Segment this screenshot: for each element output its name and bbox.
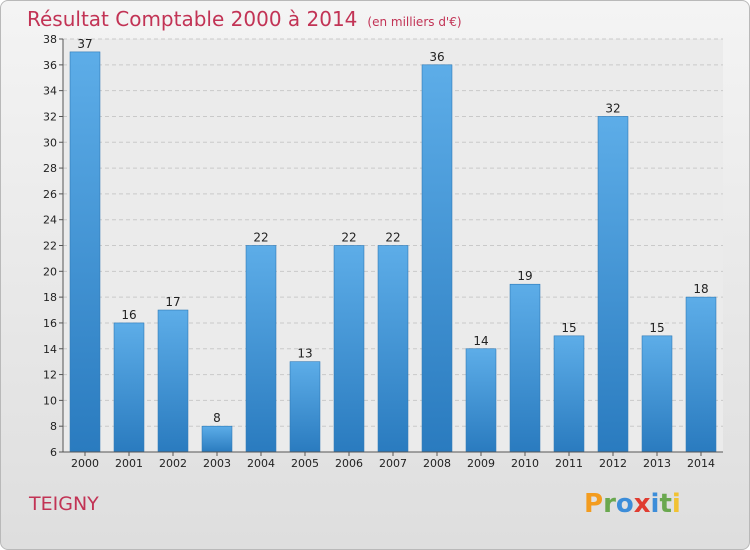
y-tick-label: 22 <box>43 240 57 253</box>
x-tick-label: 2013 <box>643 457 671 470</box>
x-tick-label: 2010 <box>511 457 539 470</box>
chart-unit: (en milliers d'€) <box>367 15 462 29</box>
data-label: 19 <box>517 269 532 283</box>
logo-letter: P <box>584 489 604 519</box>
bar <box>289 361 321 453</box>
x-tick-label: 2001 <box>115 457 143 470</box>
bar <box>553 335 585 453</box>
x-tick-label: 2005 <box>291 457 319 470</box>
y-tick-label: 6 <box>50 446 57 459</box>
x-tick-label: 2012 <box>599 457 627 470</box>
data-label: 18 <box>693 282 708 296</box>
y-tick-label: 38 <box>43 33 57 46</box>
y-tick-label: 34 <box>43 85 57 98</box>
x-tick-label: 2003 <box>203 457 231 470</box>
x-tick-label: 2006 <box>335 457 363 470</box>
data-label: 36 <box>429 50 444 64</box>
bar <box>641 335 673 453</box>
data-label: 32 <box>605 101 620 115</box>
data-label: 14 <box>473 334 488 348</box>
x-tick-label: 2002 <box>159 457 187 470</box>
x-tick-label: 2014 <box>687 457 715 470</box>
y-tick-label: 36 <box>43 59 57 72</box>
bar <box>201 425 233 453</box>
chart-title-text: Résultat Comptable 2000 à 2014 <box>27 7 358 31</box>
data-label: 17 <box>165 295 180 309</box>
chart-title: Résultat Comptable 2000 à 2014 (en millie… <box>27 7 462 31</box>
x-tick-label: 2000 <box>71 457 99 470</box>
y-tick-label: 12 <box>43 369 57 382</box>
logo-letter: r <box>603 489 616 519</box>
x-tick-label: 2011 <box>555 457 583 470</box>
y-tick-label: 30 <box>43 136 57 149</box>
bar <box>333 245 365 453</box>
x-tick-label: 2007 <box>379 457 407 470</box>
bar <box>245 245 277 453</box>
y-tick-label: 18 <box>43 291 57 304</box>
bar <box>157 309 189 453</box>
y-tick-label: 10 <box>43 394 57 407</box>
commune-name: TEIGNY <box>29 493 99 515</box>
y-tick-label: 14 <box>43 343 57 356</box>
bar <box>509 283 541 453</box>
logo-letter: t <box>659 489 672 519</box>
data-label: 37 <box>77 37 92 51</box>
y-tick-label: 32 <box>43 110 57 123</box>
bar <box>597 116 629 453</box>
x-tick-label: 2008 <box>423 457 451 470</box>
logo-letter: i <box>650 489 660 519</box>
data-label: 22 <box>385 231 400 245</box>
data-label: 15 <box>649 321 664 335</box>
y-tick-label: 26 <box>43 188 57 201</box>
logo-letter: i <box>671 489 681 519</box>
y-tick-label: 16 <box>43 317 57 330</box>
proxiti-logo: Proxiti <box>584 489 681 519</box>
bar <box>69 51 101 453</box>
y-tick-label: 20 <box>43 265 57 278</box>
y-tick-label: 28 <box>43 162 57 175</box>
logo-letter: o <box>615 489 634 519</box>
data-label: 22 <box>253 231 268 245</box>
data-label: 15 <box>561 321 576 335</box>
data-label: 22 <box>341 231 356 245</box>
bar <box>465 348 497 453</box>
bar <box>685 296 717 453</box>
y-tick-label: 24 <box>43 214 57 227</box>
data-label: 16 <box>121 308 136 322</box>
logo-letter: x <box>633 489 651 519</box>
bar <box>113 322 145 453</box>
x-tick-label: 2009 <box>467 457 495 470</box>
bar <box>421 64 453 453</box>
x-tick-label: 2004 <box>247 457 275 470</box>
bar <box>377 245 409 453</box>
y-tick-label: 8 <box>50 420 57 433</box>
data-label: 8 <box>213 411 221 425</box>
data-label: 13 <box>297 347 312 361</box>
